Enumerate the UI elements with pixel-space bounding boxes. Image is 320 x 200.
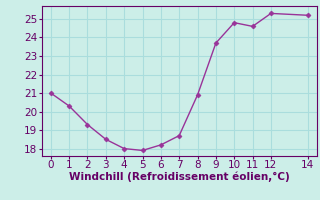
X-axis label: Windchill (Refroidissement éolien,°C): Windchill (Refroidissement éolien,°C) [69, 172, 290, 182]
